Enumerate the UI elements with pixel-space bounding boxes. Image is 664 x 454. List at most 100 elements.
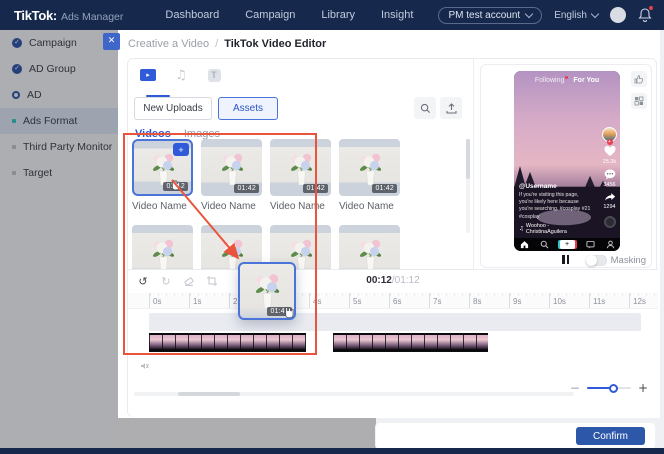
user-avatar[interactable] (610, 7, 626, 23)
delete-button[interactable] (182, 274, 196, 288)
feed-tabs: Following For You (514, 76, 620, 84)
video-card[interactable] (339, 225, 400, 271)
timeline-scrollbar (134, 392, 574, 396)
close-button[interactable]: ✕ (103, 33, 120, 50)
language-selector[interactable]: English (554, 9, 600, 21)
video-thumbnail[interactable]: 01:42 (339, 139, 400, 196)
sidebar-item-icon (12, 145, 16, 149)
following-tab[interactable]: Following (534, 76, 568, 84)
total-time: /01:12 (391, 275, 420, 286)
logo-subtext: Ads Manager (60, 10, 124, 23)
zoom-slider-knob[interactable] (608, 383, 618, 393)
video-card[interactable]: 01:42 Video Name (339, 139, 400, 212)
home-icon[interactable] (520, 240, 529, 249)
share-icon[interactable] (604, 192, 616, 202)
empty-track[interactable] (149, 313, 641, 331)
duration-badge: 01:42 (267, 307, 292, 316)
video-clip-1[interactable] (149, 333, 306, 352)
tab-text[interactable]: T (204, 66, 224, 84)
chevron-down-icon (590, 9, 600, 19)
video-thumbnail[interactable] (339, 225, 400, 271)
for-you-tab[interactable]: For You (573, 77, 600, 84)
video-name: Video Name (339, 201, 394, 212)
dimmed-page-area (118, 417, 376, 448)
video-grid: 01:42 Video Name (132, 139, 466, 271)
menu-item[interactable]: Library (321, 9, 355, 21)
masking-toggle[interactable] (585, 255, 607, 266)
ruler-tick-label: 12s (629, 293, 658, 308)
timeline-scrollbar-thumb[interactable] (178, 392, 240, 396)
ruler-tick-label: 6s (389, 293, 429, 308)
menu-item[interactable]: Dashboard (165, 9, 220, 21)
search-icon (420, 103, 430, 113)
create-button[interactable]: + (559, 240, 575, 249)
sidebar-item[interactable]: Target (0, 160, 118, 186)
grid-scrollbar-thumb[interactable] (466, 139, 470, 179)
video-thumbnail[interactable]: 01:42 (201, 139, 262, 196)
flower-thumbnail-art (152, 153, 174, 185)
split-button[interactable] (205, 274, 219, 288)
breadcrumb-parent[interactable]: Creative a Video (128, 38, 210, 50)
sidebar-item[interactable]: Ads Format (0, 108, 118, 134)
music-row[interactable]: ♫ Woohoo - ChristinaAguilera (519, 223, 591, 235)
ruler-tick-label: 9s (509, 293, 549, 308)
navbar-right: PM test account English (438, 6, 653, 24)
confirm-button[interactable]: Confirm (575, 427, 645, 445)
video-editor-modal: ✕ Creative a Video / TikTok Video Editor… (103, 30, 660, 418)
video-thumbnail[interactable]: 01:42 (132, 139, 193, 196)
zoom-in-button[interactable]: + (637, 381, 648, 395)
video-clip-2[interactable] (333, 333, 488, 352)
like-heart-icon[interactable] (603, 146, 616, 157)
search-button[interactable] (414, 97, 436, 119)
video-thumbnail[interactable]: 01:42 (132, 225, 193, 271)
add-to-timeline-button[interactable] (173, 143, 189, 156)
creator-avatar[interactable] (602, 127, 617, 142)
media-type-tabs: ♫ T (138, 66, 224, 97)
timeline-ruler[interactable]: 0s1s2s3s4s5s6s7s8s9s10s11s12s (128, 293, 658, 309)
new-uploads-button[interactable]: New Uploads (134, 97, 212, 120)
grid-icon (634, 96, 644, 106)
inbox-icon[interactable] (585, 240, 595, 249)
flower-thumbnail-art (221, 153, 243, 185)
account-selector[interactable]: PM test account (438, 6, 543, 24)
breadcrumb-current: TikTok Video Editor (224, 38, 327, 50)
video-thumbnail[interactable]: 01:42 (270, 139, 331, 196)
dragged-video-thumbnail[interactable]: 01:42 (238, 262, 296, 320)
notification-bell-icon[interactable] (638, 6, 653, 23)
sidebar-item[interactable]: Campaign (0, 30, 118, 56)
hand-cursor-icon (171, 179, 180, 191)
tab-music[interactable]: ♫ (171, 66, 191, 84)
pause-button[interactable] (562, 255, 572, 264)
layout-grid-button[interactable] (631, 93, 647, 109)
interactive-addon-button[interactable] (631, 71, 647, 87)
sidebar-item[interactable]: Third Party Monitor (0, 134, 118, 160)
video-card[interactable]: 01:42 Video Name (201, 139, 262, 212)
ruler-tick-label: 10s (549, 293, 589, 308)
clip-sound-icon (140, 357, 149, 375)
sidebar-item-icon (12, 171, 16, 175)
redo-button[interactable]: ↻ (161, 274, 171, 288)
username[interactable]: @Username (519, 182, 557, 190)
video-card[interactable]: 01:42 Video Name (132, 139, 193, 212)
upload-button[interactable] (440, 97, 462, 119)
zoom-slider[interactable] (586, 383, 631, 393)
zoom-out-button[interactable]: − (569, 381, 580, 395)
video-card[interactable]: 01:42 Video Name (270, 139, 331, 212)
menu-item[interactable]: Insight (380, 9, 414, 21)
menu-item[interactable]: Campaign (245, 9, 296, 21)
sidebar-item[interactable]: AD (0, 82, 118, 108)
music-disc-icon[interactable] (603, 216, 616, 228)
search-icon[interactable] (540, 240, 549, 249)
sidebar-item[interactable]: AD Group (0, 56, 118, 82)
flower-thumbnail-art (290, 239, 312, 271)
comment-icon[interactable] (604, 169, 616, 180)
app-logo[interactable]: TikTok: Ads Manager (14, 8, 123, 23)
music-title: Woohoo - ChristinaAguilera (525, 223, 567, 235)
tab-video[interactable] (138, 66, 158, 84)
video-card[interactable]: 01:42 Video Name (132, 225, 193, 271)
profile-icon[interactable] (606, 240, 615, 249)
undo-button[interactable]: ↺ (138, 274, 148, 288)
sidebar-item-icon (12, 38, 22, 48)
duration-badge: 01:42 (234, 184, 259, 193)
assets-button[interactable]: Assets (218, 97, 278, 120)
